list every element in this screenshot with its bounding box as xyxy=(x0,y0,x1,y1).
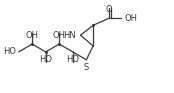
Text: HO: HO xyxy=(39,55,52,64)
Text: OH: OH xyxy=(124,14,137,23)
Text: S: S xyxy=(84,63,89,72)
Text: OH: OH xyxy=(53,31,66,40)
Text: HN: HN xyxy=(63,31,76,40)
Text: HO: HO xyxy=(66,55,79,64)
Text: O: O xyxy=(105,5,112,14)
Text: HO: HO xyxy=(3,47,16,56)
Text: OH: OH xyxy=(26,31,39,40)
